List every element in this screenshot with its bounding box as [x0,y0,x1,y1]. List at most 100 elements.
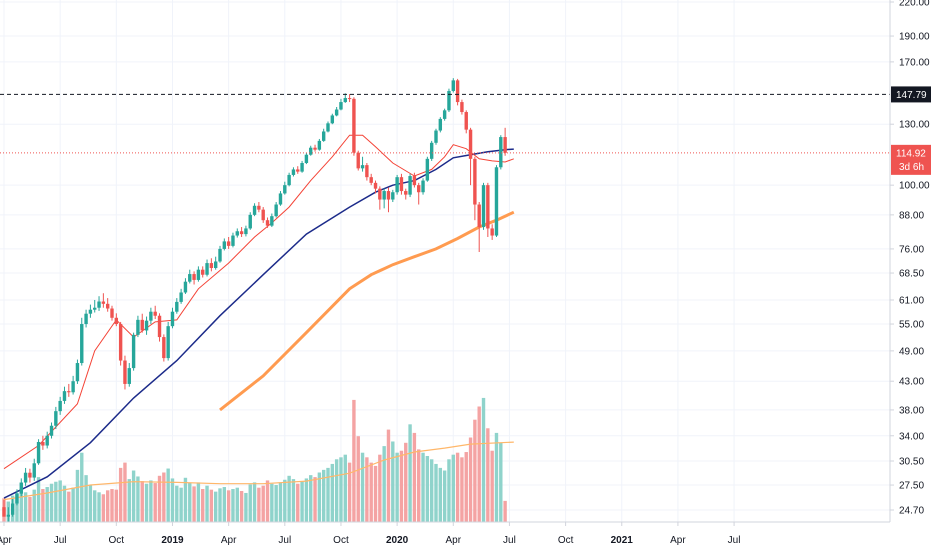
volume-bar [239,490,244,522]
candle-body [404,191,408,195]
y-tick-label: 190.00 [899,32,930,43]
volume-bar [75,469,80,522]
volume-bar [417,449,421,522]
candle-body [153,311,157,316]
volume-bar [334,459,339,522]
time-axis[interactable]: Apr Jul Oct 2019 Apr Jul Oct 2020 Apr Jul Oct 2021 A… [0,522,740,546]
volume-bar [274,485,278,522]
volume-bar [378,454,382,522]
candle-body [287,174,291,186]
volume-bar [127,479,131,522]
volume-bar [222,487,227,522]
candle-body [10,503,15,515]
candle-body [477,204,481,228]
volume-bar [373,465,378,522]
volume-bar [71,487,75,522]
grid [0,0,890,522]
price-lines [0,93,890,154]
volume-bar [252,482,257,522]
volume-bar [486,428,490,522]
volume-bar [365,457,369,522]
ma-fast-line [3,134,514,470]
candle-body [378,188,382,200]
volume-bar [131,470,136,522]
candle-body [274,204,278,217]
y-tick-label: 30.50 [899,457,924,468]
volume-bar [123,462,127,522]
candle-body [296,169,300,172]
candle-body [252,205,257,215]
candle-body [434,130,438,143]
last-price-tag-label: 114.92 [896,148,926,159]
volume-bar [447,459,451,522]
y-tick-label: 130.00 [899,120,930,131]
candle-body [67,391,71,393]
candle-body [15,493,19,504]
volume-bar [356,436,360,522]
candle-body [248,214,252,229]
volume-bar [179,487,183,522]
volume-bar [421,452,425,522]
volume-bar [494,432,499,522]
y-tick-label: 61.00 [899,295,924,306]
candle-body [58,400,62,412]
volume-bar [166,468,170,522]
candle-body [486,185,490,229]
y-tick-label: 38.00 [899,405,924,416]
volume-bar [369,462,373,522]
candle-body [330,115,335,124]
volume-bar [101,494,106,522]
candle-body [213,261,218,269]
candle-body [23,472,28,483]
volume-bar [196,482,201,522]
volume-bar [412,432,417,522]
volume-bar [391,441,395,522]
volume-bar [188,483,192,522]
candle-body [438,118,443,131]
candle-body [166,326,170,359]
candle-body [412,176,417,186]
candle-body [408,176,412,195]
y-tick-label: 220.00 [899,0,930,9]
x-tick-label: Apr [670,535,686,546]
volume-bar [105,490,110,522]
candle-body [71,381,75,393]
volume-bar [67,491,71,522]
volume-bar [442,470,447,522]
candle-body [19,482,23,494]
candle-body [382,191,386,200]
candle-body [80,324,84,364]
candle-body [62,391,67,401]
volume-bar [425,456,430,522]
volume-bar [118,467,123,522]
volume-bar [201,489,205,522]
candle-body [32,463,36,478]
volume-bar [58,480,62,522]
candle-body [110,308,114,318]
candle-body [49,425,54,436]
candle-body [339,102,343,110]
volume-bar [265,480,270,522]
x-tick-label: Oct [333,535,349,546]
candle-body [127,368,131,384]
volume-bar [313,477,317,522]
volume-bar [330,463,335,522]
candle-body [261,209,265,221]
volume-bar [62,485,67,522]
volume-bar [213,491,218,522]
candle-body [170,311,175,327]
x-tick-label: Oct [109,535,125,546]
volume-bar [490,450,494,522]
volume-bar [231,489,235,522]
candle-body [460,102,464,113]
candle-body [278,193,283,205]
volume-bar [244,492,248,522]
price-axis[interactable]: 220.00 190.00 170.00 130.00 100.00 88.00 76.00… [890,0,930,517]
y-tick-label: 55.00 [899,320,924,331]
y-tick-label: 170.00 [899,57,930,68]
volume-ma-line [3,441,514,501]
candle-body [490,228,494,236]
y-tick-label: 43.00 [899,377,924,388]
candle-body [105,303,110,309]
